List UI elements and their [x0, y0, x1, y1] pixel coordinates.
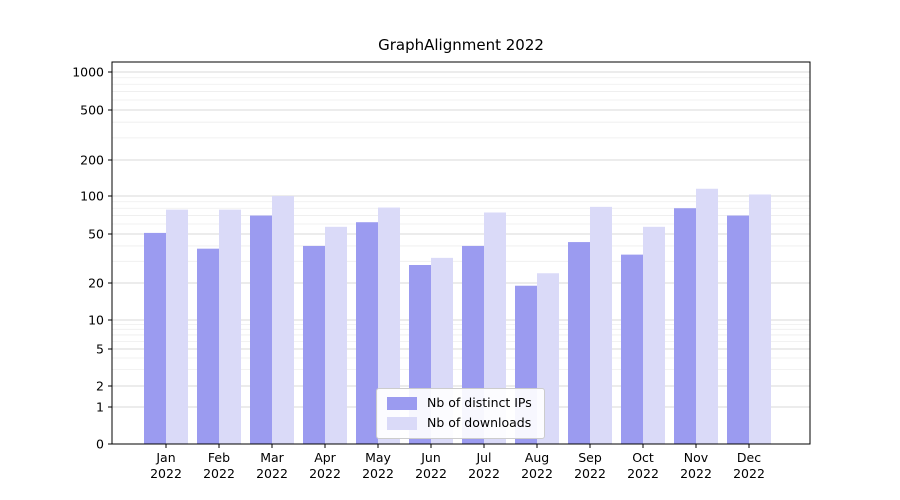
- tick-labels-group: 0 1 2 5 10 20 50 100 200 500 1000 Jan 2022 Feb 2022 Mar…: [72, 65, 765, 482]
- y-tick-label: 2: [96, 379, 104, 394]
- legend-item-downloads: Nb of downloads: [387, 417, 532, 430]
- bar-downloads-mar: [272, 196, 294, 444]
- legend-item-distinct-ips: Nb of distinct IPs: [387, 397, 532, 410]
- legend: Nb of distinct IPs Nb of downloads: [376, 388, 545, 439]
- x-tick-label: Nov 2022: [680, 450, 712, 481]
- x-tick-label: Mar 2022: [256, 450, 288, 481]
- bar-downloads-nov: [696, 188, 718, 444]
- x-tick-label: Sep 2022: [574, 450, 606, 481]
- legend-swatch-downloads: [387, 417, 417, 430]
- y-tick-label: 200: [80, 153, 104, 168]
- y-tick-label: 500: [80, 103, 104, 118]
- bar-distinct-ips-nov: [674, 208, 696, 444]
- x-tick-label: Aug 2022: [521, 450, 553, 481]
- y-tick-label: 1000: [72, 65, 104, 80]
- bar-downloads-apr: [325, 226, 347, 444]
- x-tick-label: Apr 2022: [309, 450, 341, 481]
- x-tick-label: Oct 2022: [627, 450, 659, 481]
- bar-downloads-sep: [590, 206, 612, 444]
- x-tick-label: Jul 2022: [468, 450, 500, 481]
- y-tick-label: 0: [96, 437, 104, 452]
- bar-distinct-ips-apr: [303, 245, 325, 444]
- y-tick-label: 100: [80, 189, 104, 204]
- x-tick-label: Jan 2022: [150, 450, 182, 481]
- bar-downloads-dec: [749, 194, 771, 444]
- bar-distinct-ips-dec: [727, 215, 749, 444]
- y-tick-label: 1: [96, 400, 104, 415]
- x-tick-label: Jun 2022: [415, 450, 447, 481]
- bar-downloads-may: [378, 207, 400, 444]
- bar-downloads-feb: [219, 209, 241, 444]
- bars-group: [144, 188, 771, 444]
- bar-distinct-ips-mar: [250, 215, 272, 444]
- bar-downloads-jan: [166, 209, 188, 444]
- bar-downloads-oct: [643, 226, 665, 444]
- legend-label-distinct-ips: Nb of distinct IPs: [427, 395, 532, 411]
- x-tick-label: Dec 2022: [733, 450, 765, 481]
- axes-group: [108, 61, 811, 448]
- legend-swatch-distinct-ips: [387, 397, 417, 410]
- bar-distinct-ips-jan: [144, 232, 166, 444]
- bar-distinct-ips-oct: [621, 254, 643, 444]
- x-tick-label: May 2022: [362, 450, 394, 481]
- legend-label-downloads: Nb of downloads: [427, 415, 532, 431]
- x-tick-label: Feb 2022: [203, 450, 235, 481]
- y-tick-label: 50: [88, 227, 104, 242]
- y-tick-label: 20: [88, 276, 104, 291]
- y-tick-label: 10: [88, 313, 104, 328]
- bar-distinct-ips-sep: [568, 242, 590, 444]
- y-tick-label: 5: [96, 342, 104, 357]
- bar-downloads-jul: [484, 212, 506, 444]
- bar-distinct-ips-feb: [197, 248, 219, 444]
- chart-title: GraphAlignment 2022: [378, 36, 544, 54]
- plot-border: [111, 61, 811, 445]
- bar-distinct-ips-may: [356, 222, 378, 444]
